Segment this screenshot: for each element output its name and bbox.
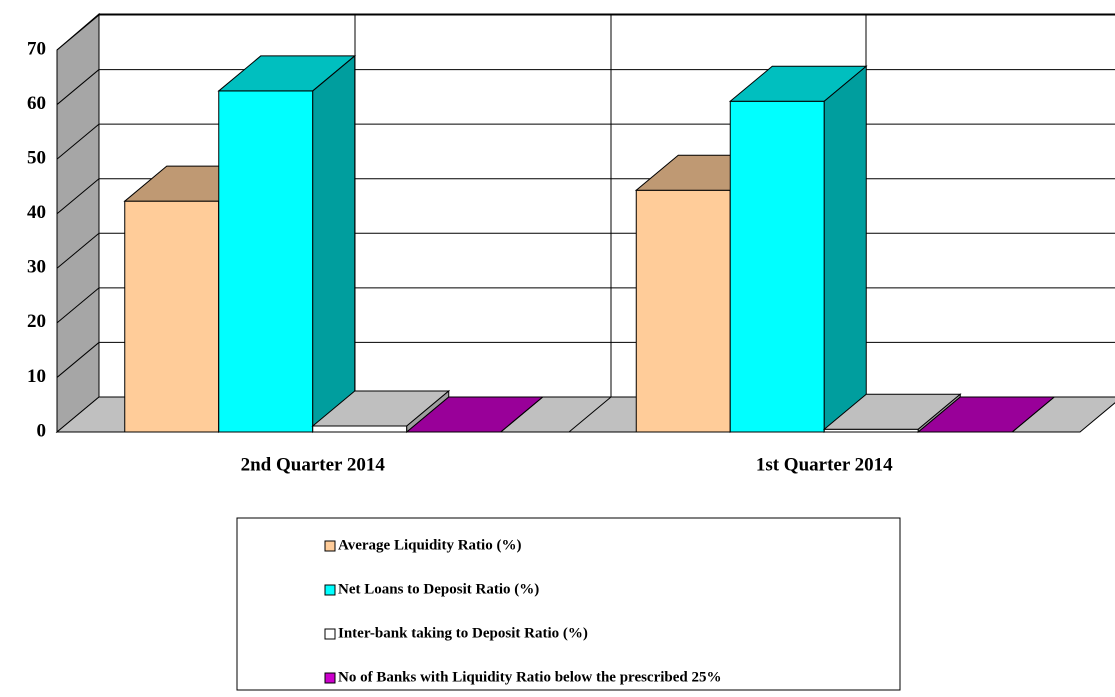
x-tick-label: 1st Quarter 2014 [756, 454, 893, 475]
legend-swatch [324, 628, 336, 640]
y-tick-label: 20 [27, 311, 46, 332]
y-tick-label: 30 [27, 257, 46, 278]
bar-side [312, 54, 356, 434]
bar-front [312, 425, 408, 433]
y-tick-label: 70 [27, 38, 46, 59]
legend-label: Net Loans to Deposit Ratio (%) [338, 581, 539, 597]
bar-front [635, 189, 731, 433]
left-wall [56, 12, 100, 434]
legend-swatch [324, 584, 336, 596]
legend [236, 517, 901, 691]
bar-front [124, 200, 220, 433]
y-tick-label: 50 [27, 148, 46, 169]
bar-front [218, 90, 314, 433]
bar-front [729, 100, 825, 433]
y-tick-label: 40 [27, 202, 46, 223]
legend-label: Average Liquidity Ratio (%) [338, 537, 521, 553]
y-tick-label: 60 [27, 93, 46, 114]
bar-side [1011, 396, 1055, 433]
legend-swatch [324, 672, 336, 684]
grid-line [56, 287, 100, 324]
bar-side [823, 65, 867, 434]
bar-side [500, 396, 544, 433]
y-tick-label: 0 [37, 420, 47, 441]
legend-swatch [324, 540, 336, 552]
grid-line [56, 342, 100, 378]
grid-line [56, 123, 100, 160]
legend-label: No of Banks with Liquidity Ratio below t… [338, 669, 722, 685]
grid-line [56, 178, 100, 215]
grid-line [56, 69, 100, 105]
y-tick-label: 10 [27, 366, 46, 387]
floor-divider [568, 396, 612, 433]
grid-line [56, 14, 100, 51]
x-tick-label: 2nd Quarter 2014 [241, 454, 386, 475]
legend-label: Inter-bank taking to Deposit Ratio (%) [338, 625, 588, 641]
grid-line [56, 232, 100, 269]
